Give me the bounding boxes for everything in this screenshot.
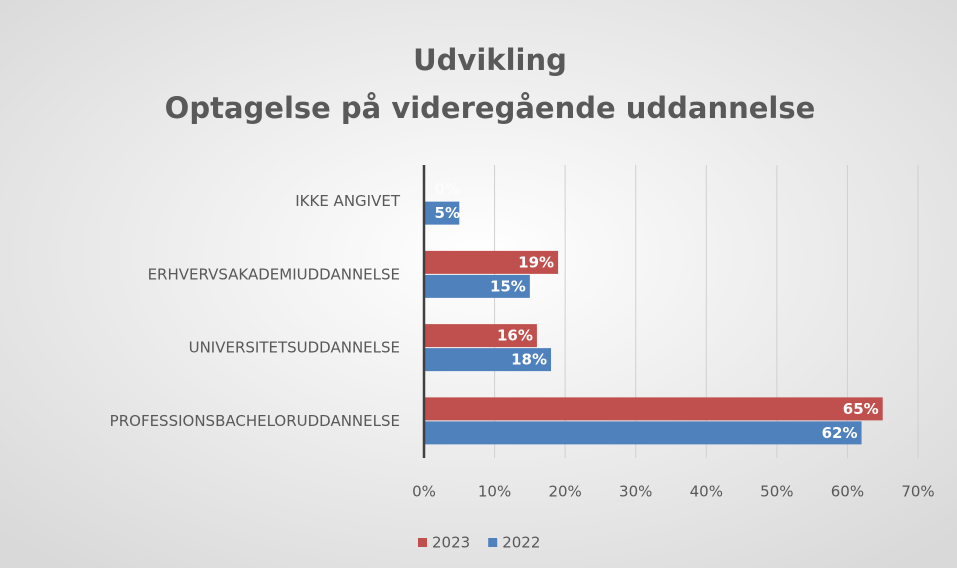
x-tick-label: 10% [478,483,511,501]
x-tick-label: 70% [901,483,934,501]
data-label: 5% [435,204,460,222]
bar [424,421,862,445]
legend-label: 2023 [432,534,470,552]
x-tick-label: 50% [760,483,793,501]
bar [424,201,460,225]
data-label: 19% [518,253,554,271]
x-tick-label: 20% [548,483,581,501]
chart-subtitle: Optagelse på videregående uddannelse [165,91,816,125]
category-label: PROFESSIONSBACHELORUDDANNELSE [110,412,400,430]
bar [424,348,552,372]
legend-swatch [418,538,427,547]
data-label: 65% [843,400,879,418]
legend-label: 2022 [502,534,540,552]
x-tick-label: 60% [831,483,864,501]
category-label: ERHVERVSAKADEMIUDDANNELSE [148,265,400,283]
x-tick-label: 40% [690,483,723,501]
data-label: 0% [435,180,460,198]
bar [424,324,537,348]
category-label: IKKE ANGIVET [295,192,401,210]
bar [424,250,559,274]
x-tick-label: 30% [619,483,652,501]
data-label: 18% [511,351,547,369]
data-label: 15% [490,277,526,295]
bar [424,274,530,298]
category-label: UNIVERSITETSUDDANNELSE [189,339,400,357]
bar [424,397,883,421]
chart-title: Udvikling [413,43,567,77]
data-label: 62% [822,424,858,442]
x-tick-label: 0% [412,483,436,501]
legend-swatch [488,538,498,547]
data-label: 16% [497,327,533,345]
